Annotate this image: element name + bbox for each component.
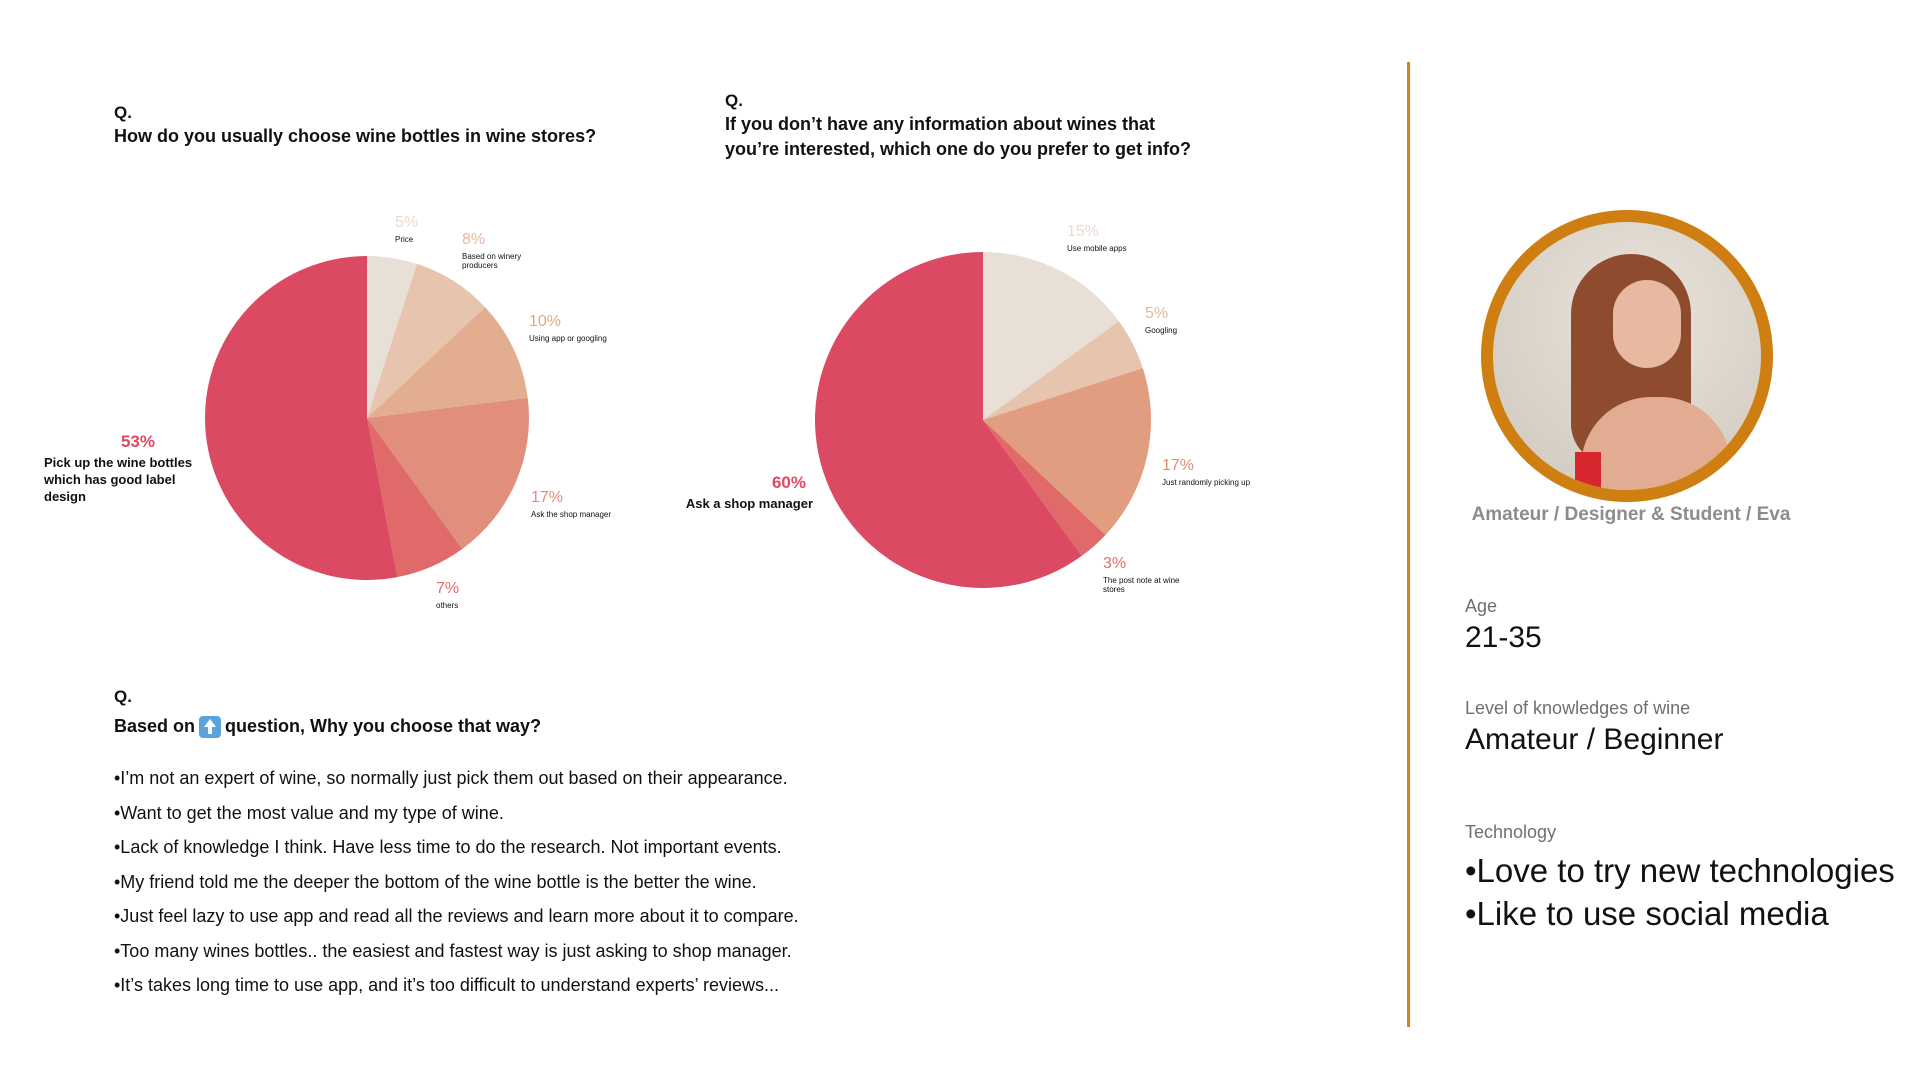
slice-description-label: Using app or googling bbox=[529, 334, 607, 343]
slice-percent-label: 53% bbox=[121, 432, 155, 451]
persona-caption: Amateur / Designer & Student / Eva bbox=[1471, 504, 1791, 525]
pie-slice bbox=[205, 256, 398, 580]
avatar-face bbox=[1613, 280, 1681, 368]
question-1-text: How do you usually choose wine bottles i… bbox=[114, 126, 597, 146]
answer-item: •My friend told me the deeper the bottom… bbox=[114, 871, 757, 892]
answer-item: •It’s takes long time to use app, and it… bbox=[114, 975, 779, 995]
question-2-label: Q. bbox=[725, 91, 743, 110]
slice-description-label: Just randomly picking up bbox=[1162, 478, 1251, 487]
pie-slice bbox=[367, 256, 418, 418]
slice-description-label: The post note at wine bbox=[1103, 576, 1180, 585]
question-3-title: Based on question, Why you choose that w… bbox=[114, 714, 799, 739]
slice-description-label: which has good label bbox=[43, 472, 175, 487]
slice-percent-label: 15% bbox=[1067, 223, 1099, 240]
question-3-text-before: Based on bbox=[114, 716, 196, 736]
pie-slice bbox=[983, 321, 1143, 420]
slice-description-label: stores bbox=[1103, 585, 1125, 594]
pie-slice bbox=[983, 420, 1106, 556]
pie-slice bbox=[367, 397, 529, 550]
technology-item: •Like to use social media bbox=[1465, 895, 1829, 932]
pie-slice bbox=[367, 418, 463, 578]
question-3-label: Q. bbox=[114, 687, 132, 706]
persona-avatar bbox=[1481, 210, 1773, 502]
pie-slice bbox=[983, 368, 1152, 535]
answer-item: •I’m not an expert of wine, so normally … bbox=[114, 768, 788, 788]
technology-section: Technology •Love to try new technologies… bbox=[1465, 822, 1895, 935]
slice-percent-label: 60% bbox=[772, 473, 806, 492]
question-3-text-after: question, Why you choose that way? bbox=[225, 716, 542, 736]
answer-item: •Just feel lazy to use app and read all … bbox=[114, 906, 799, 926]
knowledge-section: Level of knowledges of wine Amateur / Be… bbox=[1465, 698, 1723, 757]
pie-slice bbox=[367, 307, 528, 418]
answer-item: •Lack of knowledge I think. Have less ti… bbox=[114, 837, 782, 857]
avatar-strap bbox=[1575, 452, 1601, 490]
answer-item: •Too many wines bottles.. the easiest an… bbox=[114, 940, 792, 961]
avatar-shoulder bbox=[1581, 397, 1731, 490]
slice-description-label: others bbox=[436, 601, 458, 610]
question-3: Q. Based on question, Why you choose tha… bbox=[114, 686, 799, 1019]
slice-description-label: Use mobile apps bbox=[1067, 244, 1127, 253]
question-2: Q. If you don’t have any information abo… bbox=[725, 90, 1191, 162]
age-section: Age 21-35 bbox=[1465, 596, 1542, 655]
pie-slice bbox=[367, 263, 486, 418]
slice-percent-label: 5% bbox=[395, 214, 418, 231]
age-label: Age bbox=[1465, 596, 1498, 616]
question-1: Q. How do you usually choose wine bottle… bbox=[114, 102, 596, 149]
slice-percent-label: 17% bbox=[531, 489, 563, 506]
slice-description-label: Googling bbox=[1145, 326, 1177, 335]
technology-item: •Love to try new technologies bbox=[1465, 852, 1895, 889]
slice-percent-label: 8% bbox=[462, 231, 485, 248]
slice-description-label: design bbox=[44, 489, 86, 504]
answers-list: •I’m not an expert of wine, so normally … bbox=[114, 761, 799, 1003]
slice-percent-label: 17% bbox=[1162, 457, 1194, 474]
slice-percent-label: 7% bbox=[436, 580, 459, 597]
answer-item: •Want to get the most value and my type … bbox=[114, 802, 504, 823]
slice-percent-label: 10% bbox=[529, 313, 561, 330]
age-value: 21-35 bbox=[1465, 621, 1542, 654]
slice-description-label: Ask a shop manager bbox=[686, 496, 813, 511]
knowledge-label: Level of knowledges of wine bbox=[1465, 698, 1691, 718]
slice-description-label: Pick up the wine bottles bbox=[44, 455, 192, 470]
question-2-text-line-1: If you don’t have any information about … bbox=[725, 114, 1156, 134]
slice-description-label: Based on winery bbox=[462, 252, 521, 261]
slice-description-label: Price bbox=[395, 235, 414, 244]
question-1-label: Q. bbox=[114, 103, 132, 122]
knowledge-value: Amateur / Beginner bbox=[1465, 723, 1724, 756]
technology-label: Technology bbox=[1465, 822, 1557, 842]
slice-percent-label: 3% bbox=[1103, 555, 1126, 572]
slice-description-label: Ask the shop manager bbox=[531, 510, 611, 519]
question-2-text-line-2: you’re interested, which one do you pref… bbox=[725, 139, 1192, 159]
pie-slice bbox=[814, 252, 1082, 588]
up-arrow-emoji-icon bbox=[199, 715, 222, 738]
pie-slice bbox=[983, 252, 1119, 420]
vertical-divider bbox=[1407, 62, 1410, 1027]
pie-chart-2: 15% Use mobile apps 5% Googling 17% Just rand… bbox=[686, 223, 1251, 594]
slice-percent-label: 5% bbox=[1145, 305, 1168, 322]
technology-list: •Love to try new technologies •Like to u… bbox=[1465, 849, 1895, 935]
slice-description-label: producers bbox=[462, 261, 498, 270]
